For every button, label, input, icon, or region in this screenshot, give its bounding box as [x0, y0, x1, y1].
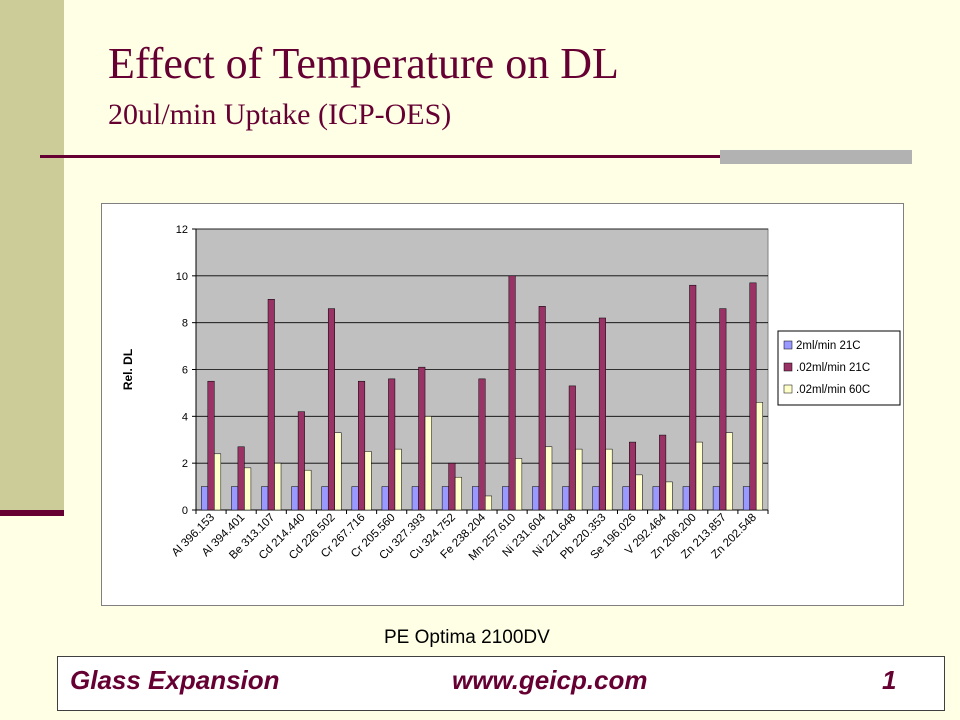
footer-company: Glass Expansion: [70, 665, 280, 695]
y-tick-label: 0: [182, 505, 188, 517]
bar: [682, 486, 690, 511]
bar: [411, 486, 419, 511]
footer-url[interactable]: www.geicp.com: [452, 665, 648, 695]
bar: [388, 378, 396, 511]
bar: [695, 441, 703, 511]
bar: [364, 451, 372, 511]
bar: [532, 486, 540, 511]
bar: [725, 432, 733, 511]
sidebar-decoration: [0, 0, 64, 510]
bar: [502, 486, 510, 511]
page-number: 1: [882, 665, 897, 695]
bar: [478, 378, 486, 511]
bar: [712, 486, 720, 511]
slide-title: Effect of Temperature on DL: [108, 39, 619, 88]
bar: [448, 462, 456, 511]
y-tick-label: 2: [182, 458, 188, 470]
bar: [508, 275, 516, 511]
bar: [454, 476, 462, 511]
bar: [297, 411, 305, 511]
y-axis-label: Rel. DL: [121, 349, 135, 390]
chart-caption: PE Optima 2100DV: [384, 627, 550, 648]
bar: [291, 486, 299, 511]
chart-container: 0 2 4 6 8 10 12 Rel. DL Al 396.153 Al 394.401 Be 3…: [101, 203, 904, 606]
y-tick-label: 10: [176, 271, 188, 283]
bar: [629, 441, 637, 511]
y-tick-label: 12: [176, 224, 188, 236]
y-tick-label: 8: [182, 318, 188, 330]
sidebar-decoration-cap: [0, 510, 64, 516]
bar: [304, 469, 312, 511]
bar: [719, 308, 727, 511]
y-tick-label: 6: [182, 365, 188, 377]
bar: [214, 453, 222, 511]
bar: [562, 486, 570, 511]
bar: [267, 299, 275, 511]
bar: [635, 474, 643, 511]
bar: [515, 458, 523, 511]
legend: [777, 330, 901, 406]
bar: [394, 448, 402, 511]
legend-label: 2ml/min 21C: [796, 340, 861, 352]
bar: [321, 486, 329, 511]
bar: [418, 366, 426, 511]
bar: [334, 432, 342, 511]
bar: [659, 434, 667, 511]
bar: [381, 486, 389, 511]
footer-bar: Glass Expansion www.geicp.com 1: [57, 656, 945, 711]
bar: [568, 385, 576, 511]
title-divider: [40, 155, 912, 158]
legend-swatch: [783, 340, 793, 350]
bar: [244, 467, 252, 511]
bar: [358, 380, 366, 511]
bar: [261, 486, 269, 511]
bar: [231, 486, 239, 511]
bar: [201, 486, 209, 511]
bar: [742, 486, 750, 511]
legend-label: .02ml/min 60C: [796, 384, 870, 396]
bar: [351, 486, 359, 511]
bar: [652, 486, 660, 511]
bar: [207, 380, 215, 511]
bar: [327, 308, 335, 511]
bar: [485, 495, 492, 511]
bar: [605, 448, 613, 511]
bar: [575, 448, 583, 511]
title-divider-accent: [720, 150, 912, 164]
bar: [274, 462, 282, 511]
bar: [538, 306, 546, 511]
bar: [472, 486, 479, 511]
legend-label: .02ml/min 21C: [796, 362, 870, 374]
bar: [755, 402, 763, 511]
slide-subtitle: 20ul/min Uptake (ICP-OES): [108, 98, 452, 131]
bar: [622, 486, 630, 511]
bar: [689, 284, 697, 511]
legend-swatch: [783, 362, 793, 372]
bar: [749, 282, 757, 511]
bar: [598, 317, 606, 511]
bar: [665, 481, 673, 511]
bar: [545, 446, 553, 511]
bar: [441, 486, 449, 511]
legend-swatch: [783, 384, 793, 394]
bar: [237, 446, 245, 511]
bar: [424, 416, 432, 511]
bar: [592, 486, 600, 511]
y-tick-label: 4: [182, 411, 188, 423]
